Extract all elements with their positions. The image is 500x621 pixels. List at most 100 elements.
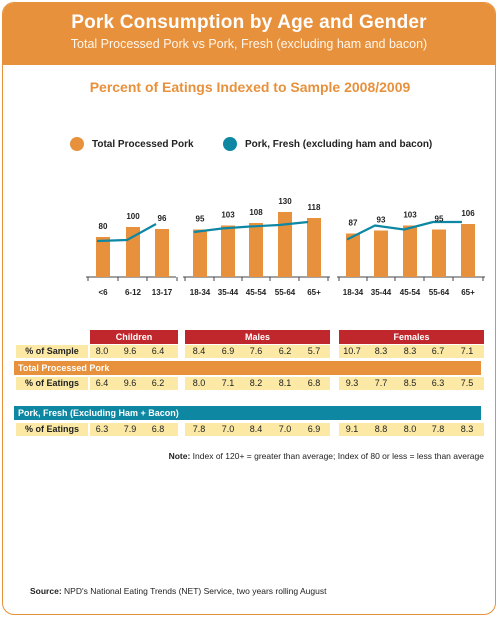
fresh-row-cell: 6.8 — [151, 424, 165, 434]
group-header: Females — [339, 330, 484, 344]
processed-row-cell: 7.1 — [221, 378, 235, 388]
page-title: Pork Consumption by Age and Gender — [71, 12, 427, 33]
bar-line-chart: 80 100 96 95 103 108 130 118 87 93 103 95 106 <6 6-12 1… — [86, 197, 485, 297]
sample-row-cell: 6.9 — [221, 346, 235, 356]
processed-row-group-bg — [90, 377, 178, 390]
legend-swatch-fresh — [223, 137, 237, 151]
sample-row-cell: 7.1 — [460, 346, 474, 356]
category-label: 45-54 — [400, 288, 421, 297]
processed-row-cell: 7.7 — [374, 378, 388, 388]
data-label: 87 — [349, 219, 358, 228]
legend-label-fresh: Pork, Fresh (excluding ham and bacon) — [245, 138, 433, 150]
bar-processed — [155, 229, 169, 277]
line-fresh — [96, 223, 157, 243]
fresh-row-group-bg — [90, 423, 178, 436]
sample-row-cell: 5.7 — [307, 346, 321, 356]
bar-processed — [307, 218, 321, 277]
title-banner: Pork Consumption by Age and Gender Total… — [3, 3, 495, 65]
fresh-band: Pork, Fresh (Excluding Ham + Bacon) — [14, 406, 481, 420]
sample-row-group-bg — [339, 345, 484, 358]
sample-row-group-bg — [185, 345, 330, 358]
bar-processed — [461, 224, 475, 277]
sample-row-cell: 6.4 — [151, 346, 165, 356]
bar-processed — [432, 229, 446, 277]
data-label: 96 — [158, 214, 167, 223]
category-label: 18-34 — [343, 288, 364, 297]
category-label: <6 — [98, 288, 108, 297]
sample-row-cell: 6.7 — [431, 346, 445, 356]
fresh-row-cell: 7.0 — [278, 424, 292, 434]
data-label: 108 — [249, 208, 263, 217]
category-label: 13-17 — [152, 288, 173, 297]
group-header: Children — [90, 330, 178, 344]
data-label: 118 — [308, 203, 321, 212]
fresh-row-cell: 8.3 — [460, 424, 474, 434]
processed-row-cell: 9.3 — [345, 378, 359, 388]
line-fresh — [346, 220, 462, 241]
fresh-row-cell: 9.1 — [345, 424, 359, 434]
processed-row-cell: 8.0 — [192, 378, 206, 388]
processed-row-cell: 6.2 — [151, 378, 165, 388]
data-label: 103 — [221, 211, 235, 220]
page-subtitle: Total Processed Pork vs Pork, Fresh (exc… — [70, 37, 428, 51]
fresh-row-cell: 7.9 — [123, 424, 137, 434]
category-label: 35-44 — [218, 288, 239, 297]
sample-row-cell: 8.0 — [95, 346, 109, 356]
sample-row-cell: 8.4 — [192, 346, 206, 356]
index-note: Note: Index of 120+ = greater than avera… — [169, 451, 484, 461]
sample-row-cell: 9.6 — [123, 346, 137, 356]
bar-processed — [403, 225, 417, 277]
legend-label-processed: Total Processed Pork — [92, 138, 194, 150]
infographic-frame: Pork Consumption by Age and Gender Total… — [2, 2, 496, 615]
sample-row-cell: 7.6 — [249, 346, 263, 356]
bar-processed — [96, 237, 110, 277]
category-label: 18-34 — [190, 288, 211, 297]
bar-processed — [221, 225, 235, 277]
fresh-row-cell: 7.8 — [431, 424, 445, 434]
sample-row-label: % of Sample — [16, 345, 88, 358]
fresh-row-cell: 7.8 — [192, 424, 206, 434]
processed-row-cell: 6.4 — [95, 378, 109, 388]
processed-row-cell: 8.1 — [278, 378, 292, 388]
fresh-row-cell: 6.9 — [307, 424, 321, 434]
processed-row-cell: 6.3 — [431, 378, 445, 388]
bar-processed — [249, 223, 263, 277]
processed-row-cell: 9.6 — [123, 378, 137, 388]
fresh-row-group-bg — [339, 423, 484, 436]
processed-row-cell: 6.8 — [307, 378, 321, 388]
category-label: 55-64 — [275, 288, 296, 297]
chart-legend: Total Processed Pork Pork, Fresh (exclud… — [0, 137, 500, 157]
category-label: 6-12 — [125, 288, 142, 297]
category-label: 35-44 — [371, 288, 392, 297]
bar-processed — [346, 233, 360, 277]
fresh-row-cell: 6.3 — [95, 424, 109, 434]
line-fresh — [193, 220, 309, 234]
group-header: Males — [185, 330, 330, 344]
bar-processed — [193, 229, 207, 277]
sample-row-cell: 8.3 — [374, 346, 388, 356]
processed-row-cell: 8.2 — [249, 378, 263, 388]
source-note: Source: NPD's National Eating Trends (NE… — [30, 586, 326, 596]
chart-subheading: Percent of Eatings Indexed to Sample 200… — [89, 79, 411, 95]
sample-row-group-bg — [90, 345, 178, 358]
sample-row-cell: 8.3 — [403, 346, 417, 356]
fresh-row-group-bg — [185, 423, 330, 436]
source-label: Source: — [30, 586, 62, 596]
processed-row-group-bg — [339, 377, 484, 390]
data-label: 80 — [99, 222, 108, 231]
category-label: 55-64 — [429, 288, 450, 297]
data-label: 93 — [377, 216, 386, 225]
data-label: 95 — [196, 215, 205, 224]
fresh-row-label: % of Eatings — [16, 423, 88, 436]
processed-row-group-bg — [185, 377, 330, 390]
fresh-row-cell: 8.8 — [374, 424, 388, 434]
fresh-row-cell: 7.0 — [221, 424, 235, 434]
legend-item-processed: Total Processed Pork — [70, 137, 194, 151]
data-label: 95 — [435, 215, 444, 224]
processed-row-cell: 7.5 — [460, 378, 474, 388]
category-label: 65+ — [307, 288, 321, 297]
data-label: 130 — [278, 197, 292, 206]
legend-swatch-processed — [70, 137, 84, 151]
note-label: Note: — [168, 451, 191, 461]
fresh-row-cell: 8.0 — [403, 424, 417, 434]
